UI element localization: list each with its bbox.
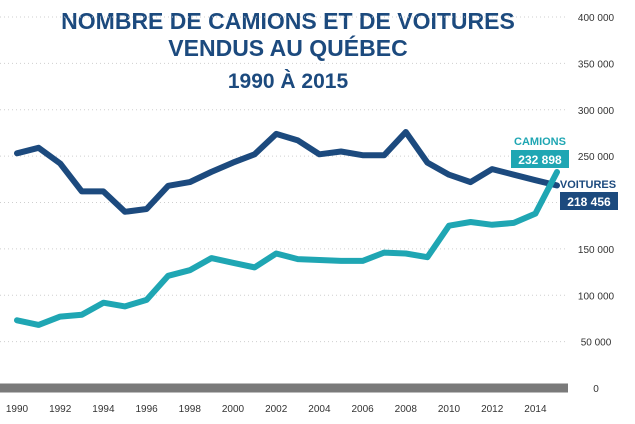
series-line-voitures (14, 129, 560, 215)
x-tick-label: 2002 (265, 404, 288, 415)
chart-title: NOMBRE DE CAMIONS ET DE VOITURES VENDUS … (61, 8, 515, 93)
value-box-camions (511, 150, 569, 168)
x-tick-label: 2012 (481, 404, 504, 415)
value-label-voitures: 218 456 (567, 195, 611, 209)
x-tick-label: 2004 (308, 404, 331, 415)
x-tick-label: 2000 (222, 404, 245, 415)
value-box-voitures (560, 192, 618, 210)
x-tick-label: 2014 (524, 404, 547, 415)
y-tick-label: 100 000 (578, 291, 615, 302)
x-tick-label: 1992 (49, 404, 72, 415)
series-end-labels: CAMIONS 232 898 VOITURES 218 456 (511, 136, 618, 210)
chart-title-line-2: VENDUS AU QUÉBEC (168, 34, 407, 61)
y-tick-label: 0 (593, 384, 599, 395)
x-tick-label: 2006 (351, 404, 374, 415)
grid-lines (0, 16, 568, 343)
series-lines (14, 129, 560, 328)
y-tick-label: 250 000 (578, 152, 615, 163)
chart-subtitle-years: 1990 À 2015 (228, 70, 349, 93)
y-tick-label: 150 000 (578, 245, 615, 256)
y-tick-label: 50 000 (581, 338, 612, 349)
y-tick-label: 300 000 (578, 106, 615, 117)
x-tick-label: 1996 (135, 404, 158, 415)
x-tick-label: 2010 (438, 404, 461, 415)
x-tick-label: 1990 (6, 404, 29, 415)
x-tick-label: 2008 (395, 404, 418, 415)
value-label-camions: 232 898 (518, 153, 562, 167)
x-tick-label: 1994 (92, 404, 115, 415)
x-tick-label: 1998 (179, 404, 202, 415)
series-name-camions: CAMIONS (514, 136, 566, 148)
series-line-camions (14, 169, 560, 328)
x-axis-ticks: 1990 1992 1994 1996 1998 2000 2002 2004 2006 2008… (6, 404, 547, 415)
y-tick-label: 350 000 (578, 59, 615, 70)
series-name-voitures: VOITURES (560, 179, 616, 191)
y-tick-label: 400 000 (578, 13, 615, 24)
chart-title-line-1: NOMBRE DE CAMIONS ET DE VOITURES (61, 8, 515, 34)
